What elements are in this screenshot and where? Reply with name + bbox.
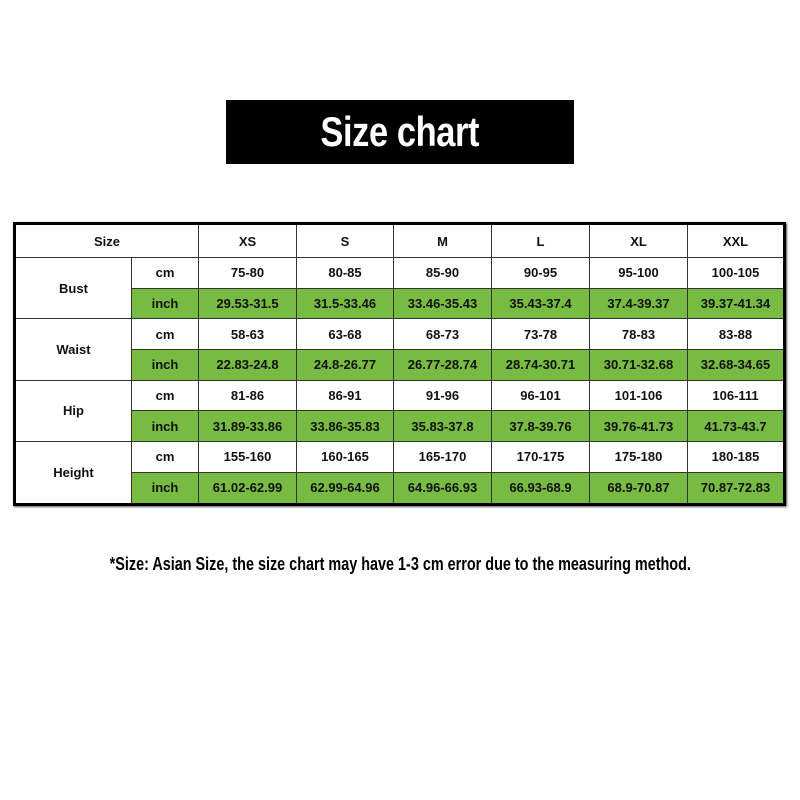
bust-inch-cell: 33.46-35.43 bbox=[393, 287, 492, 320]
waist-cm-cell: 68-73 bbox=[393, 318, 492, 351]
title-banner: Size chart bbox=[226, 100, 574, 164]
unit-inch: inch bbox=[131, 287, 199, 320]
unit-cm: cm bbox=[131, 441, 199, 473]
unit-inch: inch bbox=[131, 410, 199, 443]
waist-inch-row: inch 22.83-24.8 24.8-26.77 26.77-28.74 28.74… bbox=[15, 349, 785, 381]
footnote-text: *Size: Asian Size, the size chart may ha… bbox=[109, 554, 691, 574]
waist-inch-cell: 30.71-32.68 bbox=[589, 349, 688, 381]
size-xs-header: XS bbox=[198, 223, 297, 258]
hip-inch-cell: 35.83-37.8 bbox=[393, 410, 492, 443]
height-inch-cell: 64.96-66.93 bbox=[393, 471, 492, 505]
height-cm-cell: 175-180 bbox=[589, 441, 688, 473]
height-cm-cell: 155-160 bbox=[198, 441, 297, 473]
waist-inch-cell: 24.8-26.77 bbox=[296, 349, 394, 381]
bust-inch-cell: 39.37-41.34 bbox=[687, 287, 785, 320]
page-title: Size chart bbox=[320, 108, 480, 155]
bust-cm-cell: 80-85 bbox=[296, 257, 394, 289]
size-xl-header: XL bbox=[589, 223, 688, 258]
hip-inch-cell: 39.76-41.73 bbox=[589, 410, 688, 443]
size-header: Size bbox=[14, 223, 199, 258]
waist-cm-cell: 63-68 bbox=[296, 318, 394, 351]
height-inch-row: inch 61.02-62.99 62.99-64.96 64.96-66.93 66.… bbox=[15, 471, 785, 505]
bust-cm-cell: 100-105 bbox=[687, 257, 785, 289]
size-m-header: M bbox=[393, 223, 492, 258]
size-s-header: S bbox=[296, 223, 394, 258]
waist-cm-cell: 83-88 bbox=[687, 318, 785, 351]
waist-cm-cell: 58-63 bbox=[198, 318, 297, 351]
waist-cm-cell: 78-83 bbox=[589, 318, 688, 351]
bust-inch-cell: 37.4-39.37 bbox=[589, 287, 688, 320]
waist-inch-cell: 22.83-24.8 bbox=[198, 349, 297, 381]
waist-cm-cell: 73-78 bbox=[491, 318, 590, 351]
height-inch-cell: 68.9-70.87 bbox=[589, 471, 688, 505]
hip-label: Hip bbox=[14, 379, 132, 443]
bust-cm-row: Bust cm 75-80 80-85 85-90 90-95 95-100 100-105 bbox=[14, 256, 785, 320]
waist-cm-row: Waist cm 58-63 63-68 68-73 73-78 78-83 83-88 bbox=[14, 318, 785, 381]
bust-cm-cell: 75-80 bbox=[198, 257, 297, 289]
waist-inch-cell: 28.74-30.71 bbox=[491, 349, 590, 381]
bust-inch-cell: 31.5-33.46 bbox=[296, 287, 394, 320]
unit-inch: inch bbox=[131, 471, 199, 505]
height-inch-cell: 66.93-68.9 bbox=[491, 471, 590, 505]
waist-label: Waist bbox=[14, 318, 132, 381]
bust-cm-cell: 85-90 bbox=[393, 257, 492, 289]
height-cm-cell: 170-175 bbox=[491, 441, 590, 473]
hip-inch-cell: 31.89-33.86 bbox=[198, 410, 297, 443]
header-row: Size XS S M L XL XXL bbox=[14, 223, 785, 258]
bust-label: Bust bbox=[14, 256, 132, 320]
height-inch-cell: 62.99-64.96 bbox=[296, 471, 394, 505]
hip-cm-cell: 96-101 bbox=[491, 379, 590, 412]
bust-inch-cell: 35.43-37.4 bbox=[491, 287, 590, 320]
size-chart-table: Size XS S M L XL XXL Bust cm 75-80 80-85 85-90 90-95… bbox=[13, 222, 786, 506]
hip-inch-cell: 33.86-35.83 bbox=[296, 410, 394, 443]
height-inch-cell: 70.87-72.83 bbox=[687, 471, 785, 505]
hip-cm-row: Hip cm 81-86 86-91 91-96 96-101 101-106 106-111 bbox=[14, 379, 785, 443]
bust-inch-cell: 29.53-31.5 bbox=[198, 287, 297, 320]
height-cm-row: Height cm 155-160 160-165 165-170 170-175 175-… bbox=[14, 441, 785, 505]
unit-cm: cm bbox=[131, 257, 199, 289]
hip-cm-cell: 106-111 bbox=[687, 379, 785, 412]
hip-inch-cell: 37.8-39.76 bbox=[491, 410, 590, 443]
unit-cm: cm bbox=[131, 318, 199, 351]
hip-cm-cell: 101-106 bbox=[589, 379, 688, 412]
height-cm-cell: 180-185 bbox=[687, 441, 785, 473]
waist-inch-cell: 32.68-34.65 bbox=[687, 349, 785, 381]
bust-inch-row: inch 29.53-31.5 31.5-33.46 33.46-35.43 35.43… bbox=[15, 287, 785, 320]
height-label: Height bbox=[14, 441, 132, 505]
hip-cm-cell: 86-91 bbox=[296, 379, 394, 412]
size-l-header: L bbox=[491, 223, 590, 258]
footnote: *Size: Asian Size, the size chart may ha… bbox=[0, 554, 800, 575]
hip-cm-cell: 81-86 bbox=[198, 379, 297, 412]
size-xxl-header: XXL bbox=[687, 223, 785, 258]
unit-inch: inch bbox=[131, 349, 199, 381]
bust-cm-cell: 90-95 bbox=[491, 257, 590, 289]
waist-inch-cell: 26.77-28.74 bbox=[393, 349, 492, 381]
height-inch-cell: 61.02-62.99 bbox=[198, 471, 297, 505]
hip-cm-cell: 91-96 bbox=[393, 379, 492, 412]
height-cm-cell: 160-165 bbox=[296, 441, 394, 473]
unit-cm: cm bbox=[131, 379, 199, 412]
hip-inch-row: inch 31.89-33.86 33.86-35.83 35.83-37.8 37.8… bbox=[15, 410, 785, 443]
hip-inch-cell: 41.73-43.7 bbox=[687, 410, 785, 443]
height-cm-cell: 165-170 bbox=[393, 441, 492, 473]
bust-cm-cell: 95-100 bbox=[589, 257, 688, 289]
